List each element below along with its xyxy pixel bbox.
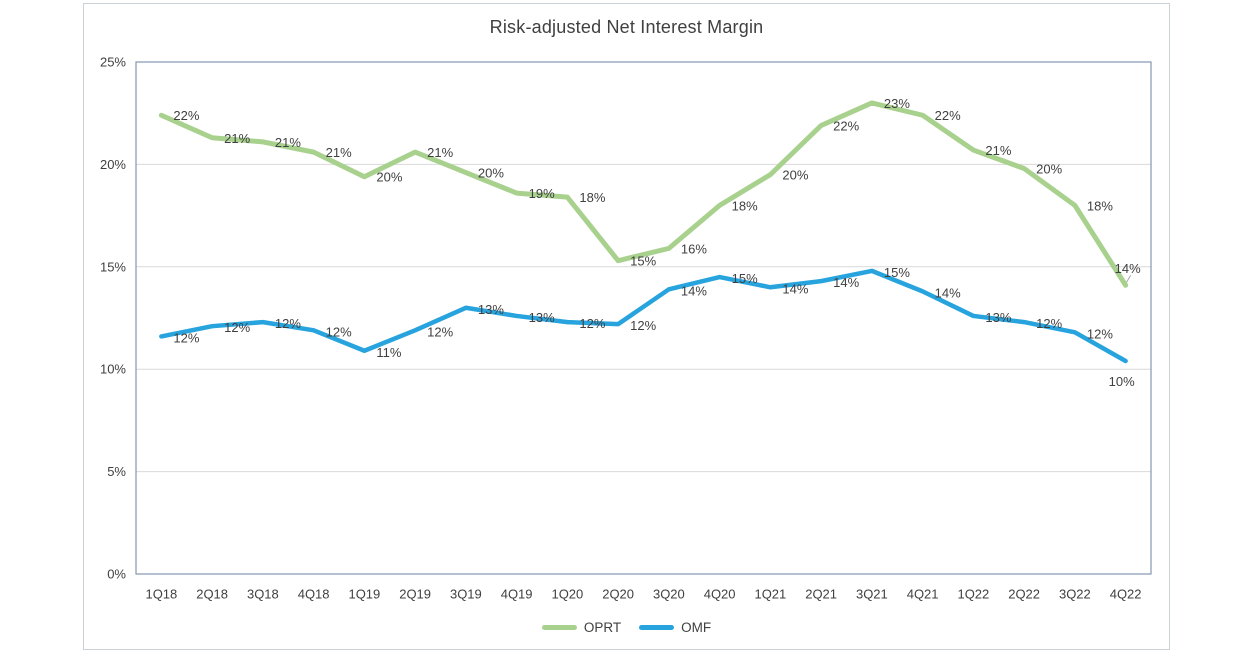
- chart-title: Risk-adjusted Net Interest Margin: [489, 17, 764, 37]
- legend-label: OMF: [681, 620, 712, 635]
- chart-legend: OPRT OMF: [83, 620, 1170, 635]
- legend-swatch-omf: [639, 625, 675, 630]
- y-tick-label: 5%: [107, 464, 126, 479]
- data-label-oprt: 16%: [681, 241, 707, 256]
- x-tick-label: 4Q21: [907, 587, 939, 602]
- x-tick-label: 2Q18: [196, 587, 228, 602]
- y-tick-label: 20%: [100, 157, 126, 172]
- data-label-oprt: 22%: [833, 118, 859, 133]
- data-label-oprt: 20%: [782, 168, 808, 183]
- x-tick-label: 1Q22: [957, 587, 989, 602]
- data-label-oprt: 14%: [1115, 261, 1141, 276]
- x-tick-label: 2Q20: [602, 587, 634, 602]
- data-label-omf: 14%: [935, 285, 961, 300]
- y-tick-label: 10%: [100, 362, 126, 377]
- data-label-omf: 13%: [529, 310, 555, 325]
- data-label-oprt: 19%: [529, 186, 555, 201]
- legend-label: OPRT: [583, 620, 622, 635]
- data-label-oprt: 22%: [935, 108, 961, 123]
- data-label-omf: 13%: [985, 310, 1011, 325]
- data-label-oprt: 20%: [1036, 161, 1062, 176]
- y-tick-label: 0%: [107, 567, 126, 582]
- data-label-oprt: 21%: [275, 135, 301, 150]
- legend-item-oprt: OPRT: [541, 620, 622, 635]
- x-tick-label: 4Q22: [1110, 587, 1142, 602]
- x-tick-label: 3Q20: [653, 587, 685, 602]
- x-tick-label: 1Q18: [145, 587, 177, 602]
- data-label-omf: 14%: [681, 283, 707, 298]
- data-label-oprt: 18%: [1087, 198, 1113, 213]
- data-label-omf: 12%: [427, 324, 453, 339]
- chart-card: Risk-adjusted Net Interest Margin: [83, 3, 1170, 650]
- data-label-oprt: 20%: [478, 166, 504, 181]
- label-leader-line: [1126, 274, 1132, 283]
- x-tick-label: 3Q18: [247, 587, 279, 602]
- x-tick-label: 1Q19: [348, 587, 380, 602]
- data-label-oprt: 23%: [884, 96, 910, 111]
- x-tick-label: 2Q21: [805, 587, 837, 602]
- x-tick-label: 2Q19: [399, 587, 431, 602]
- x-tick-label: 4Q18: [298, 587, 330, 602]
- series-line-oprt: [158, 100, 1129, 288]
- data-label-omf: 12%: [326, 324, 352, 339]
- data-label-omf: 11%: [376, 345, 401, 360]
- legend-swatch-oprt: [541, 625, 577, 630]
- x-tick-label: 1Q20: [551, 587, 583, 602]
- data-label-omf: 14%: [782, 281, 808, 296]
- data-label-oprt: 15%: [630, 254, 656, 269]
- data-label-oprt: 21%: [985, 143, 1011, 158]
- x-tick-label: 4Q19: [501, 587, 533, 602]
- data-label-omf: 12%: [1087, 326, 1113, 341]
- data-label-omf: 12%: [275, 316, 301, 331]
- data-label-oprt: 22%: [173, 108, 199, 123]
- data-label-oprt: 20%: [376, 170, 402, 185]
- legend-item-omf: OMF: [639, 620, 711, 635]
- plot-border: [135, 61, 1152, 575]
- data-label-omf: 12%: [173, 330, 199, 345]
- data-label-omf: 12%: [630, 318, 656, 333]
- x-tick-label: 1Q21: [754, 587, 786, 602]
- x-tick-label: 3Q21: [856, 587, 888, 602]
- data-label-oprt: 18%: [579, 190, 605, 205]
- data-label-omf: 12%: [224, 320, 250, 335]
- x-tick-label: 2Q22: [1008, 587, 1040, 602]
- x-tick-label: 3Q22: [1059, 587, 1091, 602]
- data-label-omf: 14%: [833, 275, 859, 290]
- data-label-omf: 15%: [884, 265, 910, 280]
- data-label-omf: 13%: [478, 302, 504, 317]
- data-label-omf: 10%: [1109, 374, 1135, 389]
- x-tick-label: 3Q19: [450, 587, 482, 602]
- y-tick-label: 15%: [100, 259, 126, 274]
- data-label-omf: 12%: [1036, 316, 1062, 331]
- series-line-omf: [159, 268, 1128, 364]
- data-label-oprt: 18%: [732, 198, 758, 213]
- y-tick-label: 25%: [100, 55, 126, 70]
- data-label-oprt: 21%: [427, 145, 453, 160]
- data-label-oprt: 21%: [326, 145, 352, 160]
- data-label-omf: 12%: [579, 316, 605, 331]
- data-label-omf: 15%: [732, 271, 758, 286]
- data-label-oprt: 21%: [224, 131, 250, 146]
- x-tick-label: 4Q20: [704, 587, 736, 602]
